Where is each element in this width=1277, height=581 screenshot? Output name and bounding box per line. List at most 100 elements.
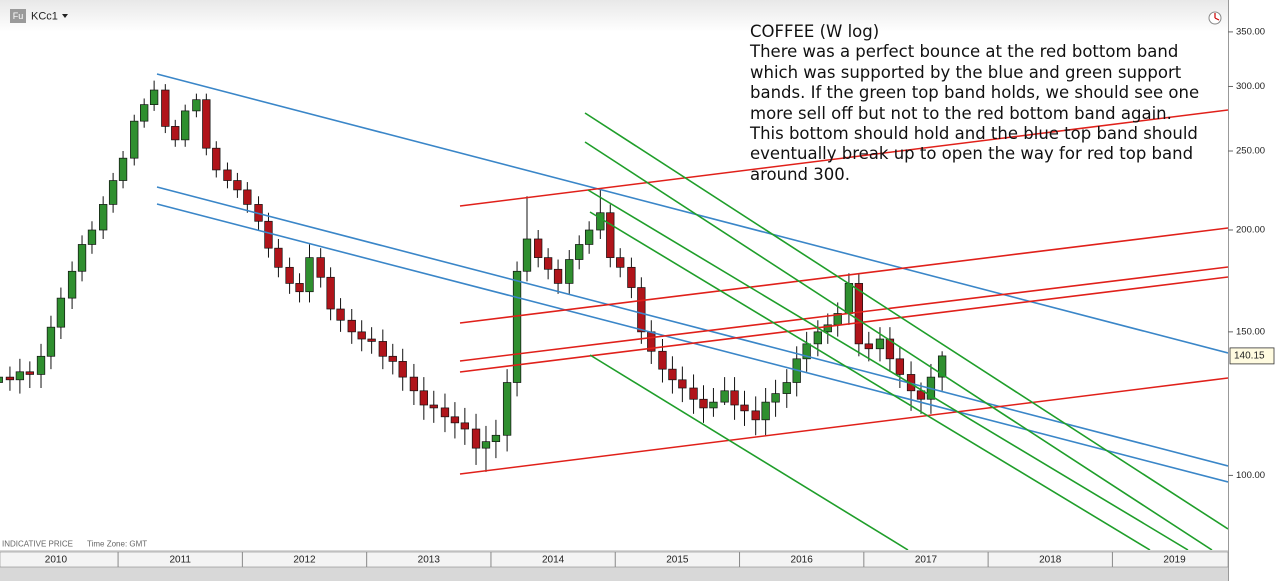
annotation: COFFEE (W log) There was a perfect bounce… bbox=[750, 22, 1199, 185]
candle-body bbox=[699, 398, 708, 409]
candle-body bbox=[668, 368, 677, 381]
candle-body bbox=[854, 283, 864, 345]
red-band-line bbox=[459, 276, 1228, 373]
candle-body bbox=[864, 343, 873, 350]
candle-body bbox=[584, 229, 594, 245]
green-band-line bbox=[589, 211, 1151, 550]
x-tick-label: 2010 bbox=[45, 555, 68, 566]
annotation-title: COFFEE (W log) bbox=[750, 22, 880, 41]
candle-body bbox=[502, 382, 512, 436]
y-tick-label: 350.00 bbox=[1236, 26, 1265, 37]
footer-note: Time Zone: GMT bbox=[87, 540, 147, 549]
candle-body bbox=[130, 120, 139, 159]
candle-body bbox=[771, 393, 780, 403]
x-tick-label: 2016 bbox=[791, 555, 814, 566]
candle-body bbox=[25, 371, 34, 375]
annotation-line: which was supported by the blue and gree… bbox=[750, 62, 1182, 82]
candle-body bbox=[522, 238, 532, 272]
candle-body bbox=[709, 401, 718, 409]
candle-body bbox=[295, 283, 304, 293]
x-tick-label: 2014 bbox=[542, 555, 565, 566]
candle-body bbox=[450, 416, 460, 424]
candle-body bbox=[87, 229, 97, 245]
x-tick-label: 2019 bbox=[1163, 555, 1186, 566]
green-band-line bbox=[587, 189, 1189, 550]
candle-body bbox=[844, 283, 854, 314]
candle-body bbox=[751, 410, 760, 421]
candle-body bbox=[398, 361, 407, 378]
x-tick-label: 2012 bbox=[293, 555, 316, 566]
x-axis-band bbox=[0, 551, 1229, 568]
candle-body bbox=[553, 268, 563, 284]
y-tick-label: 250.00 bbox=[1236, 146, 1265, 157]
candle-body bbox=[802, 343, 811, 360]
badge-box bbox=[10, 9, 26, 23]
last-price-label: 140.15 bbox=[1234, 351, 1265, 362]
candle-body bbox=[512, 270, 522, 383]
candle-body bbox=[36, 355, 46, 375]
candle-body bbox=[875, 338, 885, 350]
annotation-line: eventually break up to open the way for … bbox=[750, 144, 1194, 164]
candle-body bbox=[429, 404, 438, 409]
x-tick-label: 2013 bbox=[418, 555, 441, 566]
y-tick-label: 300.00 bbox=[1236, 81, 1265, 92]
candle-body bbox=[637, 287, 646, 333]
candle-body bbox=[285, 266, 294, 284]
candle-body bbox=[305, 257, 314, 293]
candle-body bbox=[658, 350, 667, 370]
axes: 100.00 150.00 200.00 250.00 300.00 350.00 2010… bbox=[45, 26, 1275, 567]
y-tick-label: 150.00 bbox=[1236, 326, 1265, 337]
symbol-dropdown[interactable] bbox=[62, 14, 68, 18]
candle-body bbox=[740, 404, 749, 412]
blue-band-line bbox=[156, 186, 1228, 467]
candle-body bbox=[481, 441, 491, 449]
candle-body bbox=[534, 238, 543, 258]
badge: Fu bbox=[13, 11, 24, 21]
candle-body bbox=[212, 147, 221, 171]
candle-body bbox=[471, 428, 481, 449]
candle-body bbox=[67, 270, 77, 299]
candle-body bbox=[233, 180, 242, 191]
candle-body bbox=[885, 338, 895, 360]
candle-body bbox=[460, 422, 470, 430]
candle-body bbox=[118, 157, 128, 181]
trend-lines bbox=[156, 73, 1228, 550]
candle-body bbox=[543, 257, 553, 270]
candle-body bbox=[264, 220, 273, 249]
y-tick-label: 100.00 bbox=[1236, 470, 1265, 481]
candle-body bbox=[627, 266, 636, 288]
candle-body bbox=[596, 212, 605, 231]
y-tick-label: 200.00 bbox=[1236, 225, 1265, 236]
candle-body bbox=[565, 259, 574, 284]
candle-body bbox=[730, 390, 739, 406]
last-price-box bbox=[1229, 347, 1275, 365]
candle-body bbox=[895, 358, 905, 375]
x-tick-label: 2011 bbox=[169, 555, 191, 566]
candle-body bbox=[761, 401, 770, 421]
candle-body bbox=[720, 390, 729, 403]
candle-body bbox=[0, 376, 3, 383]
green-band-line bbox=[584, 112, 1228, 530]
candle-body bbox=[161, 89, 170, 127]
symbol: KCc1 bbox=[31, 10, 58, 22]
candle-body bbox=[367, 338, 376, 342]
candle-body bbox=[5, 376, 15, 381]
green-band-line bbox=[584, 141, 1213, 550]
candle-body bbox=[274, 247, 283, 268]
candle-body bbox=[616, 257, 625, 268]
candle-body bbox=[223, 169, 232, 181]
candle-body bbox=[937, 355, 947, 378]
candle-body bbox=[823, 324, 832, 333]
candle-body bbox=[140, 104, 149, 122]
candle-body bbox=[181, 110, 190, 141]
candle-body bbox=[916, 390, 926, 400]
x-tick-label: 2018 bbox=[1039, 555, 1062, 566]
candle-body bbox=[575, 244, 584, 260]
candle-body bbox=[440, 407, 450, 418]
candle-body bbox=[171, 126, 180, 141]
clock-icon[interactable] bbox=[1208, 11, 1222, 25]
candle-body bbox=[378, 341, 387, 357]
candle-body bbox=[108, 180, 118, 205]
candle-body bbox=[202, 99, 211, 149]
